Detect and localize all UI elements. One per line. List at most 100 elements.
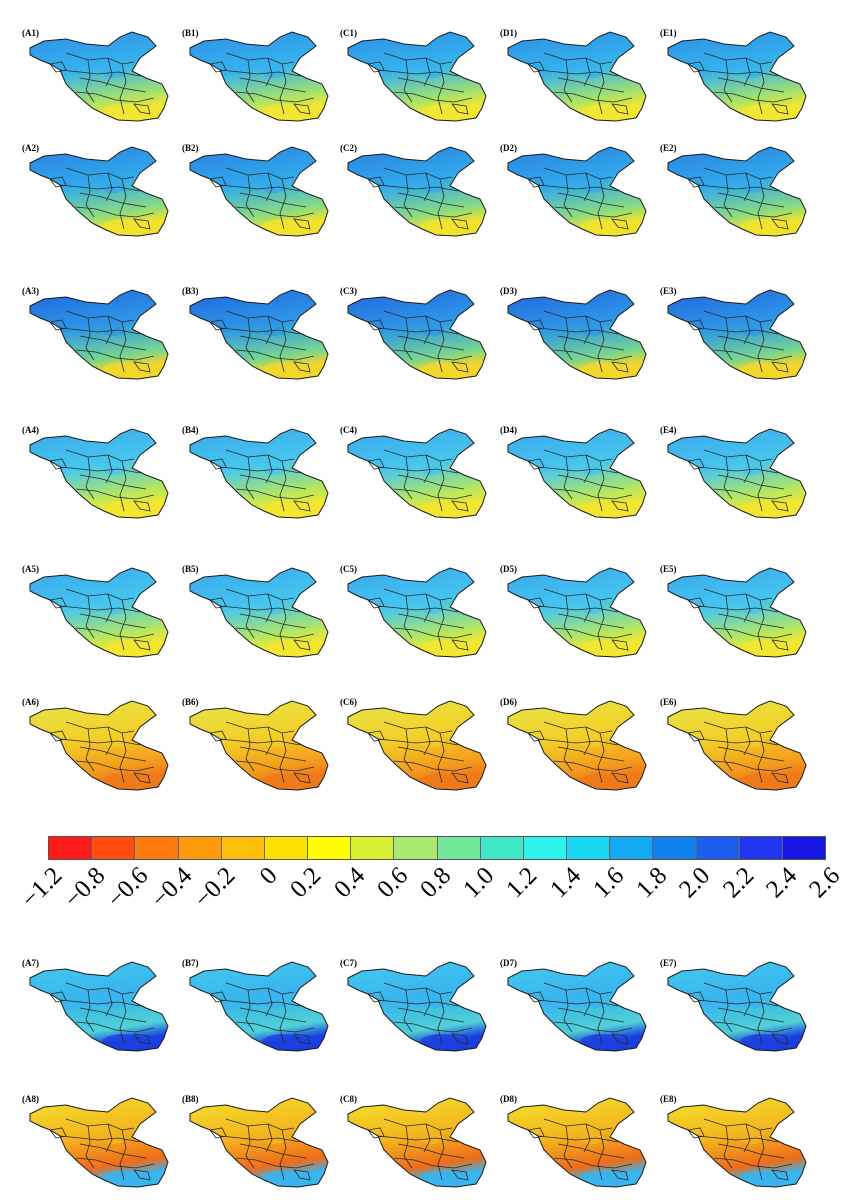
- district-border: [717, 1143, 785, 1159]
- district-border: [393, 1021, 473, 1033]
- district-border: [723, 728, 733, 772]
- value-patch: [102, 1170, 146, 1186]
- map-panel: (B1): [182, 28, 352, 128]
- district-border: [423, 315, 431, 345]
- value-patch: [740, 501, 784, 517]
- district-border: [597, 178, 605, 230]
- colorbar-cell: [394, 837, 438, 859]
- region-outline: [29, 146, 169, 237]
- district-border: [553, 1157, 633, 1169]
- district-border: [437, 599, 445, 651]
- district-border: [713, 760, 793, 772]
- panel-label: (E4): [660, 425, 677, 435]
- district-border: [557, 335, 625, 351]
- panel-label: (C4): [340, 425, 357, 435]
- district-border: [557, 746, 625, 762]
- region-fill: [668, 290, 806, 379]
- district-border: [437, 63, 445, 115]
- district-border: [209, 61, 227, 73]
- district-border: [527, 61, 545, 73]
- district-border: [239, 1007, 307, 1023]
- region-map: [347, 146, 487, 237]
- district-border: [697, 738, 779, 746]
- district-border: [235, 91, 315, 103]
- district-border: [697, 466, 779, 474]
- district-border: [611, 1169, 629, 1181]
- district-border: [85, 989, 95, 1033]
- region-map: [507, 289, 647, 380]
- district-border: [119, 321, 127, 373]
- region-fill: [508, 290, 646, 379]
- region-map: [667, 1097, 807, 1188]
- region-fill: [30, 32, 168, 121]
- panel-label: (A3): [22, 286, 39, 296]
- district-border: [611, 361, 629, 373]
- district-border: [437, 993, 445, 1045]
- region-fill: [508, 1098, 646, 1187]
- district-border: [75, 91, 155, 103]
- value-patch: [580, 104, 624, 120]
- region-fill: [508, 429, 646, 518]
- colorbar-tick-label: 1.6: [588, 862, 630, 904]
- region-outline: [507, 428, 647, 519]
- district-border: [239, 746, 307, 762]
- region-fill: [30, 962, 168, 1051]
- district-border: [771, 361, 789, 373]
- colorbar-tick-label: 0.4: [328, 862, 370, 904]
- district-border: [265, 593, 273, 623]
- district-border: [239, 77, 307, 93]
- district-border: [563, 1125, 573, 1169]
- region-outline: [667, 289, 807, 380]
- district-border: [265, 172, 273, 202]
- district-border: [597, 321, 605, 373]
- region-outline: [189, 700, 329, 791]
- district-border: [133, 361, 151, 373]
- region-fill: [190, 1098, 328, 1187]
- map-panel: (A6): [22, 697, 192, 797]
- region-fill: [668, 701, 806, 790]
- district-border: [279, 321, 287, 373]
- district-border: [397, 613, 465, 629]
- district-border: [79, 474, 147, 490]
- district-border: [757, 63, 765, 115]
- value-patch: [262, 104, 306, 120]
- district-border: [49, 730, 67, 742]
- district-border: [563, 174, 573, 218]
- district-border: [527, 991, 545, 1003]
- region-fill: [668, 32, 806, 121]
- district-border: [723, 456, 733, 500]
- district-border: [723, 59, 733, 103]
- district-border: [583, 57, 591, 87]
- district-border: [245, 456, 255, 500]
- district-border: [563, 317, 573, 361]
- district-border: [757, 1129, 765, 1181]
- region-fill: [30, 1098, 168, 1187]
- region-fill: [190, 32, 328, 121]
- district-border: [239, 335, 307, 351]
- district-border: [133, 1033, 151, 1045]
- district-border: [583, 987, 591, 1017]
- panel-label: (A6): [22, 697, 39, 707]
- district-border: [279, 1129, 287, 1181]
- map-panel: (C4): [340, 425, 510, 525]
- region-map: [189, 289, 329, 380]
- map-panel: (D1): [500, 28, 670, 128]
- district-border: [367, 176, 385, 188]
- region-fill: [190, 429, 328, 518]
- colorbar-tick-label: 0.2: [285, 862, 327, 904]
- region-outline: [189, 567, 329, 658]
- region-outline: [667, 700, 807, 791]
- region-map: [667, 31, 807, 122]
- district-border: [59, 999, 141, 1007]
- panel-label: (B6): [182, 697, 199, 707]
- district-border: [397, 192, 465, 208]
- region-fill: [668, 962, 806, 1051]
- region-map: [507, 146, 647, 237]
- district-border: [597, 732, 605, 784]
- region-map: [29, 146, 169, 237]
- panel-label: (D4): [500, 425, 517, 435]
- region-fill: [30, 147, 168, 236]
- district-border: [219, 69, 301, 77]
- district-border: [265, 315, 273, 345]
- panel-label: (C3): [340, 286, 357, 296]
